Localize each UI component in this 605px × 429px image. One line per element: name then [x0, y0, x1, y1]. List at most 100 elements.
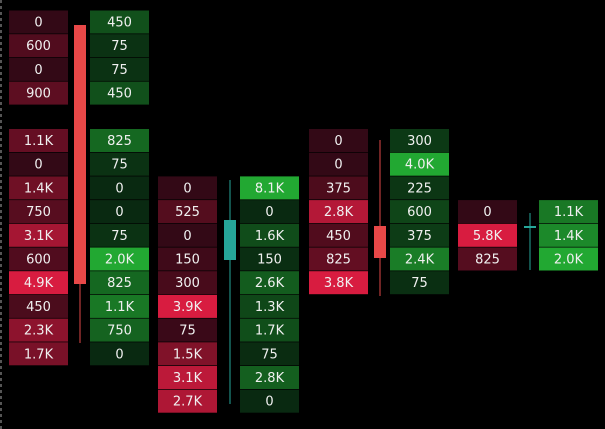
bid-cell	[309, 223, 368, 247]
bid-volume: 450	[326, 229, 351, 244]
bid-cell	[9, 318, 68, 342]
bid-cell	[9, 152, 68, 176]
bid-cell	[309, 152, 368, 176]
bid-cell	[9, 342, 68, 366]
ask-volume: 8.1K	[255, 181, 285, 196]
bid-cell	[309, 247, 368, 271]
bid-cell	[9, 176, 68, 200]
ask-cell	[539, 200, 598, 224]
ask-cell	[390, 247, 449, 271]
bid-volume: 525	[175, 205, 200, 220]
bid-cell	[9, 34, 68, 58]
ask-cell	[90, 294, 149, 318]
ask-volume: 450	[107, 87, 132, 102]
ask-volume: 1.1K	[105, 300, 135, 315]
ask-volume: 75	[111, 229, 128, 244]
ask-volume: 75	[411, 276, 428, 291]
bid-volume: 750	[26, 205, 51, 220]
bid-volume: 5.8K	[473, 229, 503, 244]
ask-volume: 0	[115, 181, 123, 196]
ask-volume: 150	[257, 253, 282, 268]
bid-volume: 375	[326, 181, 351, 196]
ask-volume: 75	[261, 347, 278, 362]
bid-volume: 2.3K	[24, 324, 54, 339]
ask-volume: 75	[111, 158, 128, 173]
bid-cell	[9, 247, 68, 271]
bid-cell	[158, 342, 217, 366]
ask-volume: 375	[407, 229, 432, 244]
candle-body	[374, 226, 386, 258]
bid-cell	[158, 176, 217, 200]
ask-cell	[390, 176, 449, 200]
bid-cell	[309, 200, 368, 224]
ask-cell	[240, 271, 299, 295]
ask-volume: 1.1K	[554, 205, 584, 220]
bid-volume: 1.1K	[24, 134, 54, 149]
ask-cell	[240, 342, 299, 366]
ask-cell	[539, 247, 598, 271]
bid-cell	[158, 366, 217, 389]
bid-volume: 825	[475, 253, 500, 268]
ask-cell	[240, 294, 299, 318]
bid-cell	[158, 200, 217, 224]
ask-cell	[539, 223, 598, 247]
bid-volume: 0	[183, 229, 191, 244]
bid-volume: 0	[334, 134, 342, 149]
ask-cell	[90, 152, 149, 176]
bid-volume: 2.8K	[324, 205, 354, 220]
bid-cell	[158, 389, 217, 413]
bid-cell	[158, 247, 217, 271]
ask-cell	[90, 57, 149, 81]
bid-volume: 0	[183, 181, 191, 196]
candle-body	[224, 220, 236, 260]
bid-cell	[9, 271, 68, 295]
ask-volume: 2.6K	[255, 276, 285, 291]
bid-volume: 900	[26, 87, 51, 102]
ask-cell	[390, 271, 449, 295]
bid-cell	[9, 57, 68, 81]
bid-cell	[9, 10, 68, 34]
ask-volume: 2.0K	[554, 253, 584, 268]
bid-volume: 300	[175, 276, 200, 291]
ask-volume: 600	[407, 205, 432, 220]
ask-cell	[240, 200, 299, 224]
ask-cell	[90, 200, 149, 224]
bid-volume: 450	[26, 300, 51, 315]
bid-volume: 3.8K	[324, 276, 354, 291]
ask-volume: 0	[115, 205, 123, 220]
bid-cell	[158, 223, 217, 247]
bid-volume: 1.4K	[24, 181, 54, 196]
ask-volume: 2.0K	[105, 253, 135, 268]
ask-cell	[90, 34, 149, 58]
bid-cell	[158, 318, 217, 342]
bid-volume: 75	[179, 324, 196, 339]
bid-cell	[309, 271, 368, 295]
ask-volume: 0	[115, 347, 123, 362]
candle-body	[524, 226, 536, 228]
bid-volume: 825	[326, 253, 351, 268]
ask-cell	[240, 389, 299, 413]
ask-volume: 825	[107, 134, 132, 149]
bid-cell	[158, 271, 217, 295]
bid-volume: 0	[34, 158, 42, 173]
ask-cell	[90, 223, 149, 247]
ask-cell	[90, 81, 149, 105]
bid-cell	[9, 81, 68, 105]
bid-volume: 3.1K	[24, 229, 54, 244]
ask-volume: 2.4K	[405, 253, 435, 268]
ask-volume: 825	[107, 276, 132, 291]
ask-volume: 750	[107, 324, 132, 339]
ask-cell	[90, 342, 149, 366]
ask-volume: 300	[407, 134, 432, 149]
ask-volume: 1.6K	[255, 229, 285, 244]
bid-volume: 2.7K	[173, 395, 203, 410]
ask-volume: 4.0K	[405, 158, 435, 173]
bid-cell	[309, 176, 368, 200]
ask-cell	[90, 129, 149, 152]
bid-volume: 600	[26, 253, 51, 268]
bid-cell	[9, 200, 68, 224]
ask-cell	[240, 223, 299, 247]
bid-cell	[458, 223, 517, 247]
